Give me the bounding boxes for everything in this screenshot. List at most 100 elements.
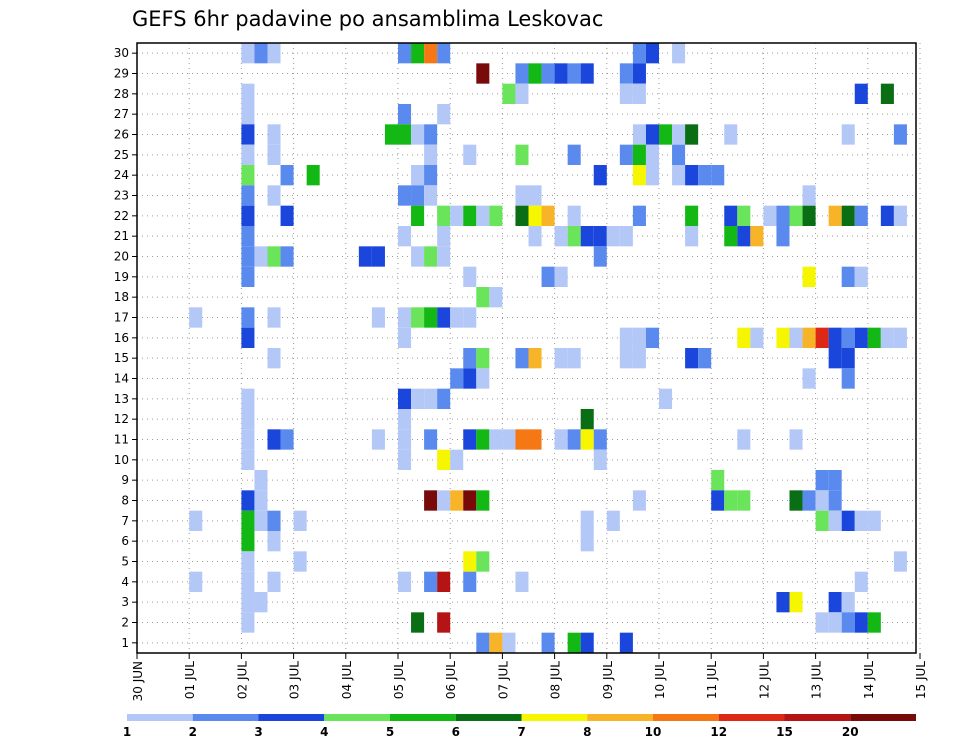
heatmap-cell [802, 266, 816, 287]
heatmap-cell [841, 592, 855, 613]
heatmap-cell [567, 348, 581, 369]
heatmap-cell [528, 185, 542, 206]
heatmap-cell [893, 327, 907, 348]
heatmap-cell [241, 551, 255, 572]
heatmap-cell [737, 490, 751, 511]
y-tick-label: 10 [114, 453, 129, 467]
heatmap-cell [854, 510, 868, 531]
heatmap-cell [619, 327, 633, 348]
heatmap-cell [476, 551, 490, 572]
heatmap-cell [541, 632, 555, 653]
heatmap-cell [828, 490, 842, 511]
heatmap-cell [515, 63, 529, 84]
heatmap-cell [776, 592, 790, 613]
heatmap-cell [241, 185, 255, 206]
legend-label: 8 [583, 725, 591, 739]
heatmap-cell [437, 571, 451, 592]
heatmap-cell [632, 43, 646, 64]
heatmap-cell [841, 510, 855, 531]
heatmap-cell [241, 246, 255, 267]
heatmap-cell [567, 632, 581, 653]
heatmap-cell [254, 246, 268, 267]
heatmap-cell [867, 327, 881, 348]
heatmap-cell [411, 612, 425, 633]
heatmap-cell [632, 327, 646, 348]
heatmap-cell [241, 266, 255, 287]
heatmap-cell [306, 165, 320, 186]
heatmap-cell [254, 510, 268, 531]
heatmap-cell [672, 43, 686, 64]
x-tick-label: 07 JUL [496, 661, 510, 699]
heatmap-cell [815, 490, 829, 511]
y-tick-label: 4 [121, 575, 129, 589]
x-tick-label: 12 JUL [757, 661, 771, 699]
heatmap-cell [841, 124, 855, 145]
legend-label: 5 [386, 725, 394, 739]
heatmap-cell [541, 205, 555, 226]
heatmap-cell [241, 429, 255, 450]
heatmap-cell [619, 83, 633, 104]
heatmap-cell [841, 327, 855, 348]
legend-swatch [324, 714, 390, 721]
heatmap-cell [854, 327, 868, 348]
heatmap-cell [580, 409, 594, 430]
heatmap-cell [398, 388, 412, 409]
y-tick-label: 5 [121, 555, 129, 569]
heatmap-cell [437, 205, 451, 226]
heatmap-cell [398, 429, 412, 450]
heatmap-cell [580, 632, 594, 653]
heatmap-cell [515, 205, 529, 226]
heatmap-cell [476, 205, 490, 226]
heatmap-cell [828, 470, 842, 491]
heatmap-cell [632, 83, 646, 104]
x-tick-label: 05 JUL [392, 661, 406, 699]
heatmap-cell [541, 63, 555, 84]
y-tick-label: 28 [114, 87, 129, 101]
y-tick-label: 11 [114, 433, 129, 447]
heatmap-cell [280, 165, 294, 186]
heatmap-cell [815, 470, 829, 491]
legend-label: 3 [254, 725, 262, 739]
heatmap-cell [241, 449, 255, 470]
heatmap-cell [606, 510, 620, 531]
y-tick-label: 7 [121, 514, 129, 528]
heatmap-cell [567, 226, 581, 247]
y-axis: 1234567891011121314151617181920212223242… [114, 46, 137, 650]
heatmap-cell [711, 470, 725, 491]
heatmap-cell [398, 327, 412, 348]
heatmap-cell [476, 368, 490, 389]
heatmap-cell [280, 205, 294, 226]
heatmap-cell [567, 63, 581, 84]
heatmap-cell [437, 43, 451, 64]
y-tick-label: 25 [114, 148, 129, 162]
heatmap-cell [424, 246, 438, 267]
heatmap-cell [528, 63, 542, 84]
heatmap-cell [737, 226, 751, 247]
heatmap-cell [437, 388, 451, 409]
heatmap-cell [711, 490, 725, 511]
heatmap-cell [632, 165, 646, 186]
heatmap-cell [659, 124, 673, 145]
heatmap-cell [854, 266, 868, 287]
heatmap-cell [685, 124, 699, 145]
heatmap-cell [398, 571, 412, 592]
heatmap-cell [776, 327, 790, 348]
heatmap-cell [267, 429, 281, 450]
heatmap-cell [476, 429, 490, 450]
heatmap-cell [567, 429, 581, 450]
heatmap-cell [437, 612, 451, 633]
heatmap-cell [802, 490, 816, 511]
heatmap-cell [267, 531, 281, 552]
heatmap-cell [580, 531, 594, 552]
heatmap-cell [619, 144, 633, 165]
heatmap-cell [724, 124, 738, 145]
heatmap-cell [463, 266, 477, 287]
heatmap-cell [828, 612, 842, 633]
heatmap-cell [293, 510, 307, 531]
heatmap-cell [241, 104, 255, 125]
heatmap-cell [606, 226, 620, 247]
heatmap-cell [384, 124, 398, 145]
legend-swatch [850, 714, 916, 721]
heatmap-cell [267, 307, 281, 328]
heatmap-cell [189, 571, 203, 592]
